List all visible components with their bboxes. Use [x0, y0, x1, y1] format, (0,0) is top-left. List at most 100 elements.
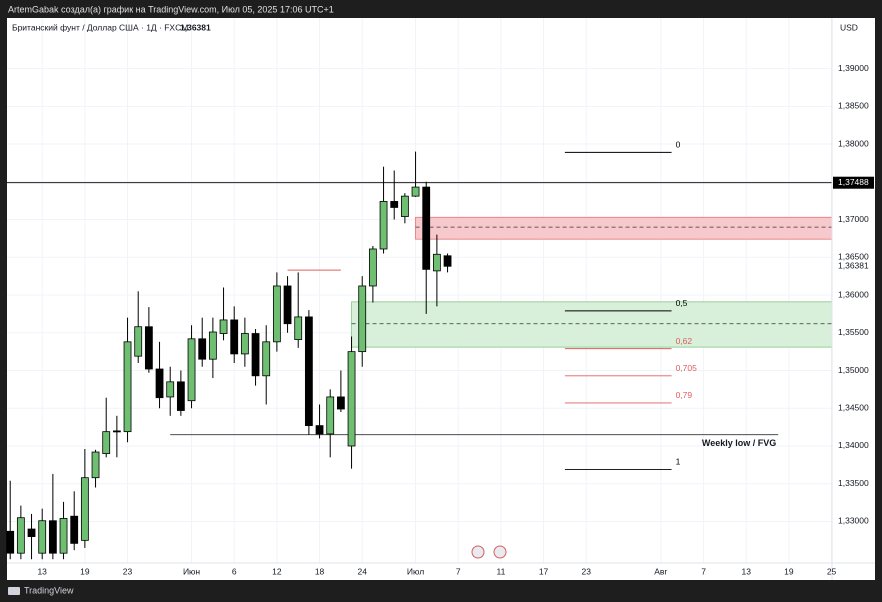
x-tick-label: 17 [539, 566, 549, 576]
candle [368, 245, 377, 303]
fib-label: 0,705 [676, 363, 698, 373]
weekly-low-label: Weekly low / FVG [702, 438, 776, 448]
candle [134, 291, 143, 363]
candle-body [240, 333, 249, 355]
candle [219, 287, 228, 341]
candle-body [230, 319, 239, 355]
candle-body [283, 285, 292, 325]
candle [326, 389, 335, 458]
candle [294, 272, 303, 348]
candle-body [368, 248, 377, 287]
candle-body [155, 368, 164, 399]
candle [251, 328, 260, 386]
y-tick-label: 1,34500 [838, 403, 869, 413]
x-tick-label: 25 [827, 566, 837, 576]
candle [198, 317, 207, 367]
candle-body [262, 341, 271, 377]
price-tag [833, 176, 874, 189]
x-tick-label: 13 [37, 566, 47, 576]
candle-body [91, 451, 100, 479]
candle [59, 501, 68, 560]
x-tick-label: Авг [654, 566, 667, 576]
candle-body [144, 326, 153, 370]
fib-label: 0,5 [676, 298, 688, 308]
candle [6, 480, 15, 560]
candle-body [379, 201, 388, 250]
x-tick-label: 7 [701, 566, 706, 576]
y-tick-label: 1,35000 [838, 365, 869, 375]
candle-body [294, 316, 303, 340]
last-price-label: 1,36381 [838, 261, 869, 271]
candle-body [326, 396, 335, 435]
x-tick-label: 11 [496, 566, 505, 576]
symbol-price: 1,36381 [180, 22, 211, 32]
candle [208, 317, 217, 379]
fib-label: 1 [676, 457, 681, 467]
candle-body [176, 381, 185, 411]
candle [336, 370, 345, 413]
x-tick-label: 13 [742, 566, 752, 576]
candle [176, 370, 185, 416]
candle [347, 336, 356, 469]
attribution: ArtemGabak создал(а) график на TradingVi… [8, 4, 334, 14]
candle-body [251, 333, 260, 377]
candle-body [27, 528, 36, 537]
x-tick-label: 19 [784, 566, 794, 576]
zone [351, 301, 833, 348]
candle-body [198, 338, 207, 360]
candle [390, 170, 399, 220]
candle [91, 449, 100, 488]
candle [102, 397, 111, 458]
x-tick-label: 23 [581, 566, 591, 576]
candle-body [134, 326, 143, 357]
y-tick-label: 1,33000 [838, 516, 869, 526]
candle-body [102, 431, 111, 454]
x-tick-label: 7 [456, 566, 461, 576]
candle-body [6, 530, 15, 554]
candle [144, 307, 153, 373]
zone [415, 216, 833, 240]
candle-body [432, 253, 441, 272]
candle [123, 317, 132, 443]
y-tick-label: 1,37000 [838, 214, 869, 224]
y-tick-label: 1,36500 [838, 252, 869, 262]
price-tag-label: 1,37488 [838, 177, 869, 187]
candle [187, 325, 196, 409]
candle-body [38, 520, 47, 554]
x-tick-label: 24 [357, 566, 367, 576]
y-tick-label: 1,38000 [838, 138, 869, 148]
brand: TradingView [24, 585, 74, 595]
candle [38, 508, 47, 560]
candle-body [112, 430, 121, 433]
candle [443, 253, 452, 273]
y-tick-label: 1,38500 [838, 101, 869, 111]
candle [315, 404, 324, 439]
y-tick-label: 1,39000 [838, 63, 869, 73]
candle [230, 306, 239, 363]
candle [422, 181, 431, 314]
candle [411, 151, 420, 197]
x-tick-label: 6 [232, 566, 237, 576]
candle [262, 325, 271, 405]
candle [240, 317, 249, 367]
candle-body [347, 351, 356, 447]
candle-body [70, 515, 79, 544]
candle-body [358, 285, 367, 353]
y-tick-label: 1,33500 [838, 478, 869, 488]
candle-body [219, 319, 228, 334]
candle-body [123, 341, 132, 433]
brand-logo [8, 587, 20, 595]
symbol-title: Британский фунт / Доллар США · 1Д · FXCM [12, 22, 188, 32]
candle [48, 473, 57, 560]
y-tick-label: 1,35500 [838, 327, 869, 337]
candle-body [272, 285, 281, 343]
candle [379, 166, 388, 254]
grid [7, 18, 833, 563]
x-tick-label: 19 [80, 566, 90, 576]
candle-body [400, 195, 409, 217]
candle-body [304, 316, 313, 427]
candle [27, 513, 36, 560]
fib-label: 0,79 [676, 390, 693, 400]
